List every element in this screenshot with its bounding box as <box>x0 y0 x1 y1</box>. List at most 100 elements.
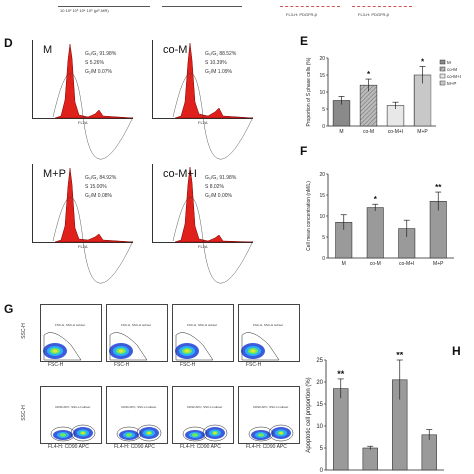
significance-mark: ** <box>396 352 404 360</box>
histogram-co-m-s: S 10.39% <box>205 60 227 66</box>
histogram-m-g0g1: G₀/G₁ 91.98% <box>85 51 117 57</box>
significance-mark: * <box>367 70 371 79</box>
panel-label-g: G <box>4 302 14 316</box>
y-tick-label: 15 <box>319 73 325 79</box>
gate-ellipse <box>202 424 228 442</box>
y-tick-label: 20 <box>319 56 325 62</box>
flow-plot-gate-text: FSC-H, SSC-H subset <box>253 323 283 327</box>
flow-plot: FSC-H, SSC-H subset <box>238 304 300 362</box>
histogram-m-s: S 5.26% <box>85 60 104 66</box>
gate-polygon <box>241 332 280 361</box>
flow-plot-scatter <box>241 332 280 361</box>
top-right2-axis-line <box>352 6 412 7</box>
legend-swatch <box>439 59 446 65</box>
histogram-co-m-i-s: S 8.02% <box>205 184 224 190</box>
gate-ellipse <box>116 426 142 442</box>
legend-label: co-M+I <box>447 74 461 79</box>
flow-plot-xlabel: FSC-H <box>180 362 196 368</box>
y-tick-label: 0 <box>320 468 324 474</box>
flow-plot: CD90 APC, SSC-H subset <box>172 386 234 444</box>
panel-label-e: E <box>300 34 309 48</box>
flow-plot-xlabel: FSC-H <box>114 362 130 368</box>
y-axis-label: Apoptotic cell proportion (%) <box>306 377 312 452</box>
density-blob <box>258 433 264 437</box>
flow-plot-gate-text: FSC-H, SSC-H subset <box>121 323 151 327</box>
histogram-m-p-xlabel: FL2A <box>78 244 88 249</box>
y-axis-label: Proportion of S phase cells (%) <box>306 57 312 126</box>
flow-plot-gate-text: CD90 APC, SSC-H subset <box>121 405 157 409</box>
x-tick-label: co-M <box>370 261 381 267</box>
y-tick-label: 25 <box>316 358 323 364</box>
flow-plot-scatter <box>50 424 96 442</box>
y-tick-label: 0 <box>322 256 325 262</box>
panel-label-d: D <box>4 36 13 50</box>
histogram-m: M G₀/G₁ 91.98% S 5.26% G₂/M 0.07% FL2A <box>32 40 134 160</box>
density-blob <box>52 349 58 353</box>
bar <box>366 207 384 259</box>
flow-plot: FSC-H, SSC-H subset <box>172 304 234 362</box>
histogram-co-m-g2m: G₂/M 1.09% <box>205 69 232 75</box>
top-right-axis-line <box>280 6 340 7</box>
histogram-co-m-i-stats: G₀/G₁ 91.98% S 8.02% G₂/M 0.00% <box>205 174 236 201</box>
chart-h: 0 5 10 15 20 25 Apoptotic cell proportion (%) *… <box>306 352 444 474</box>
significance-mark: ** <box>435 183 442 192</box>
density-blob <box>81 432 85 434</box>
flow-row-ylabel: SSC-H <box>20 405 27 421</box>
top-mid-axis-line <box>162 6 242 7</box>
chart-f: 0 5 10 15 20 Cell mean concentration (nM/L) M *… <box>306 172 454 267</box>
histogram-co-m-i-g0g1: G₀/G₁ 91.98% <box>205 175 237 181</box>
significance-mark: * <box>374 195 378 204</box>
y-tick-label: 15 <box>319 193 325 199</box>
flow-plot-xlabel: FL4-H: CD90 APC <box>246 444 287 450</box>
gate-ellipse <box>136 424 162 442</box>
flow-plot-gate-text: FSC-H, SSC-H subset <box>55 323 85 327</box>
chart-e: 0 5 10 15 20 Proportion of S phase cells (%) M… <box>306 56 461 135</box>
gate-polygon <box>109 332 148 361</box>
histogram-m-p-g0g1: G₀/G₁ 84.92% <box>85 175 117 181</box>
flow-plot-xlabel: FL4-H: CD90 APC <box>180 444 221 450</box>
histogram-co-m-i-name: co-M+I <box>163 168 197 180</box>
histogram-co-m-i: co-M+I G₀/G₁ 91.98% S 8.02% G₂/M 0.00% F… <box>152 164 254 284</box>
density-blob <box>192 433 198 437</box>
flow-plot-gate-text: FSC-H, SSC-H subset <box>187 323 217 327</box>
flow-plot-xlabel: FL4-H: CD90 APC <box>48 444 89 450</box>
gate-ellipse <box>70 424 96 442</box>
legend-label: M <box>447 60 451 65</box>
gate-ellipse <box>182 426 208 442</box>
histogram-m-stats: G₀/G₁ 91.98% S 5.26% G₂/M 0.07% <box>85 50 116 77</box>
y-tick-label: 10 <box>319 90 325 96</box>
flow-plot-xlabel: FL4-H: CD90 APC <box>114 444 155 450</box>
panel-label-h: H <box>452 344 461 358</box>
flow-plot-scatter <box>175 332 214 361</box>
legend-swatch <box>439 73 446 79</box>
flow-plot: CD90 APC, SSC-H subset <box>40 386 102 444</box>
bar-pattern <box>360 85 377 126</box>
histogram-m-p-stats: G₀/G₁ 84.92% S 15.00% G₂/M 0.08% <box>85 174 116 201</box>
x-tick-label: M+P <box>433 261 444 267</box>
flow-plot-gate-text: CD90 APC, SSC-H subset <box>55 405 91 409</box>
gate-ellipse <box>268 424 294 442</box>
top-left-axis-label: 10 10² 10³ 10⁴ 10⁵ (pF-MR) <box>60 8 109 13</box>
y-tick-label: 5 <box>320 446 324 452</box>
histogram-co-m-i-g2m: G₂/M 0.00% <box>205 193 232 199</box>
bar <box>333 388 349 471</box>
flow-plot-xlabel: FSC-H <box>246 362 262 368</box>
histogram-co-m: co-M G₀/G₁ 88.52% S 10.39% G₂/M 1.09% FL… <box>152 40 254 160</box>
y-tick-label: 5 <box>322 107 325 113</box>
histogram-m-p: M+P G₀/G₁ 84.92% S 15.00% G₂/M 0.08% FL2… <box>32 164 134 284</box>
gate-polygon <box>43 332 82 361</box>
top-right-axis-label: FL3-H: PDGFR-β <box>286 12 317 17</box>
gate-ellipse <box>50 426 76 442</box>
gate-ellipse <box>248 426 274 442</box>
flow-plot: FSC-H, SSC-H subset <box>40 304 102 362</box>
y-tick-label: 15 <box>316 402 323 408</box>
top-right2-axis-label: FL3-H: PDGFR-β <box>358 12 389 17</box>
y-tick-label: 10 <box>316 424 323 430</box>
y-tick-label: 20 <box>319 172 325 178</box>
top-strip: 10 10² 10³ 10⁴ 10⁵ (pF-MR) FL3-H: PDGFR-… <box>0 0 474 34</box>
flow-plot: FSC-H, SSC-H subset <box>106 304 168 362</box>
y-tick-label: 5 <box>322 235 325 241</box>
histogram-m-p-plot <box>52 167 134 284</box>
histogram-co-m-xlabel: FL2A <box>198 120 208 125</box>
legend-label: M+P <box>447 81 456 86</box>
